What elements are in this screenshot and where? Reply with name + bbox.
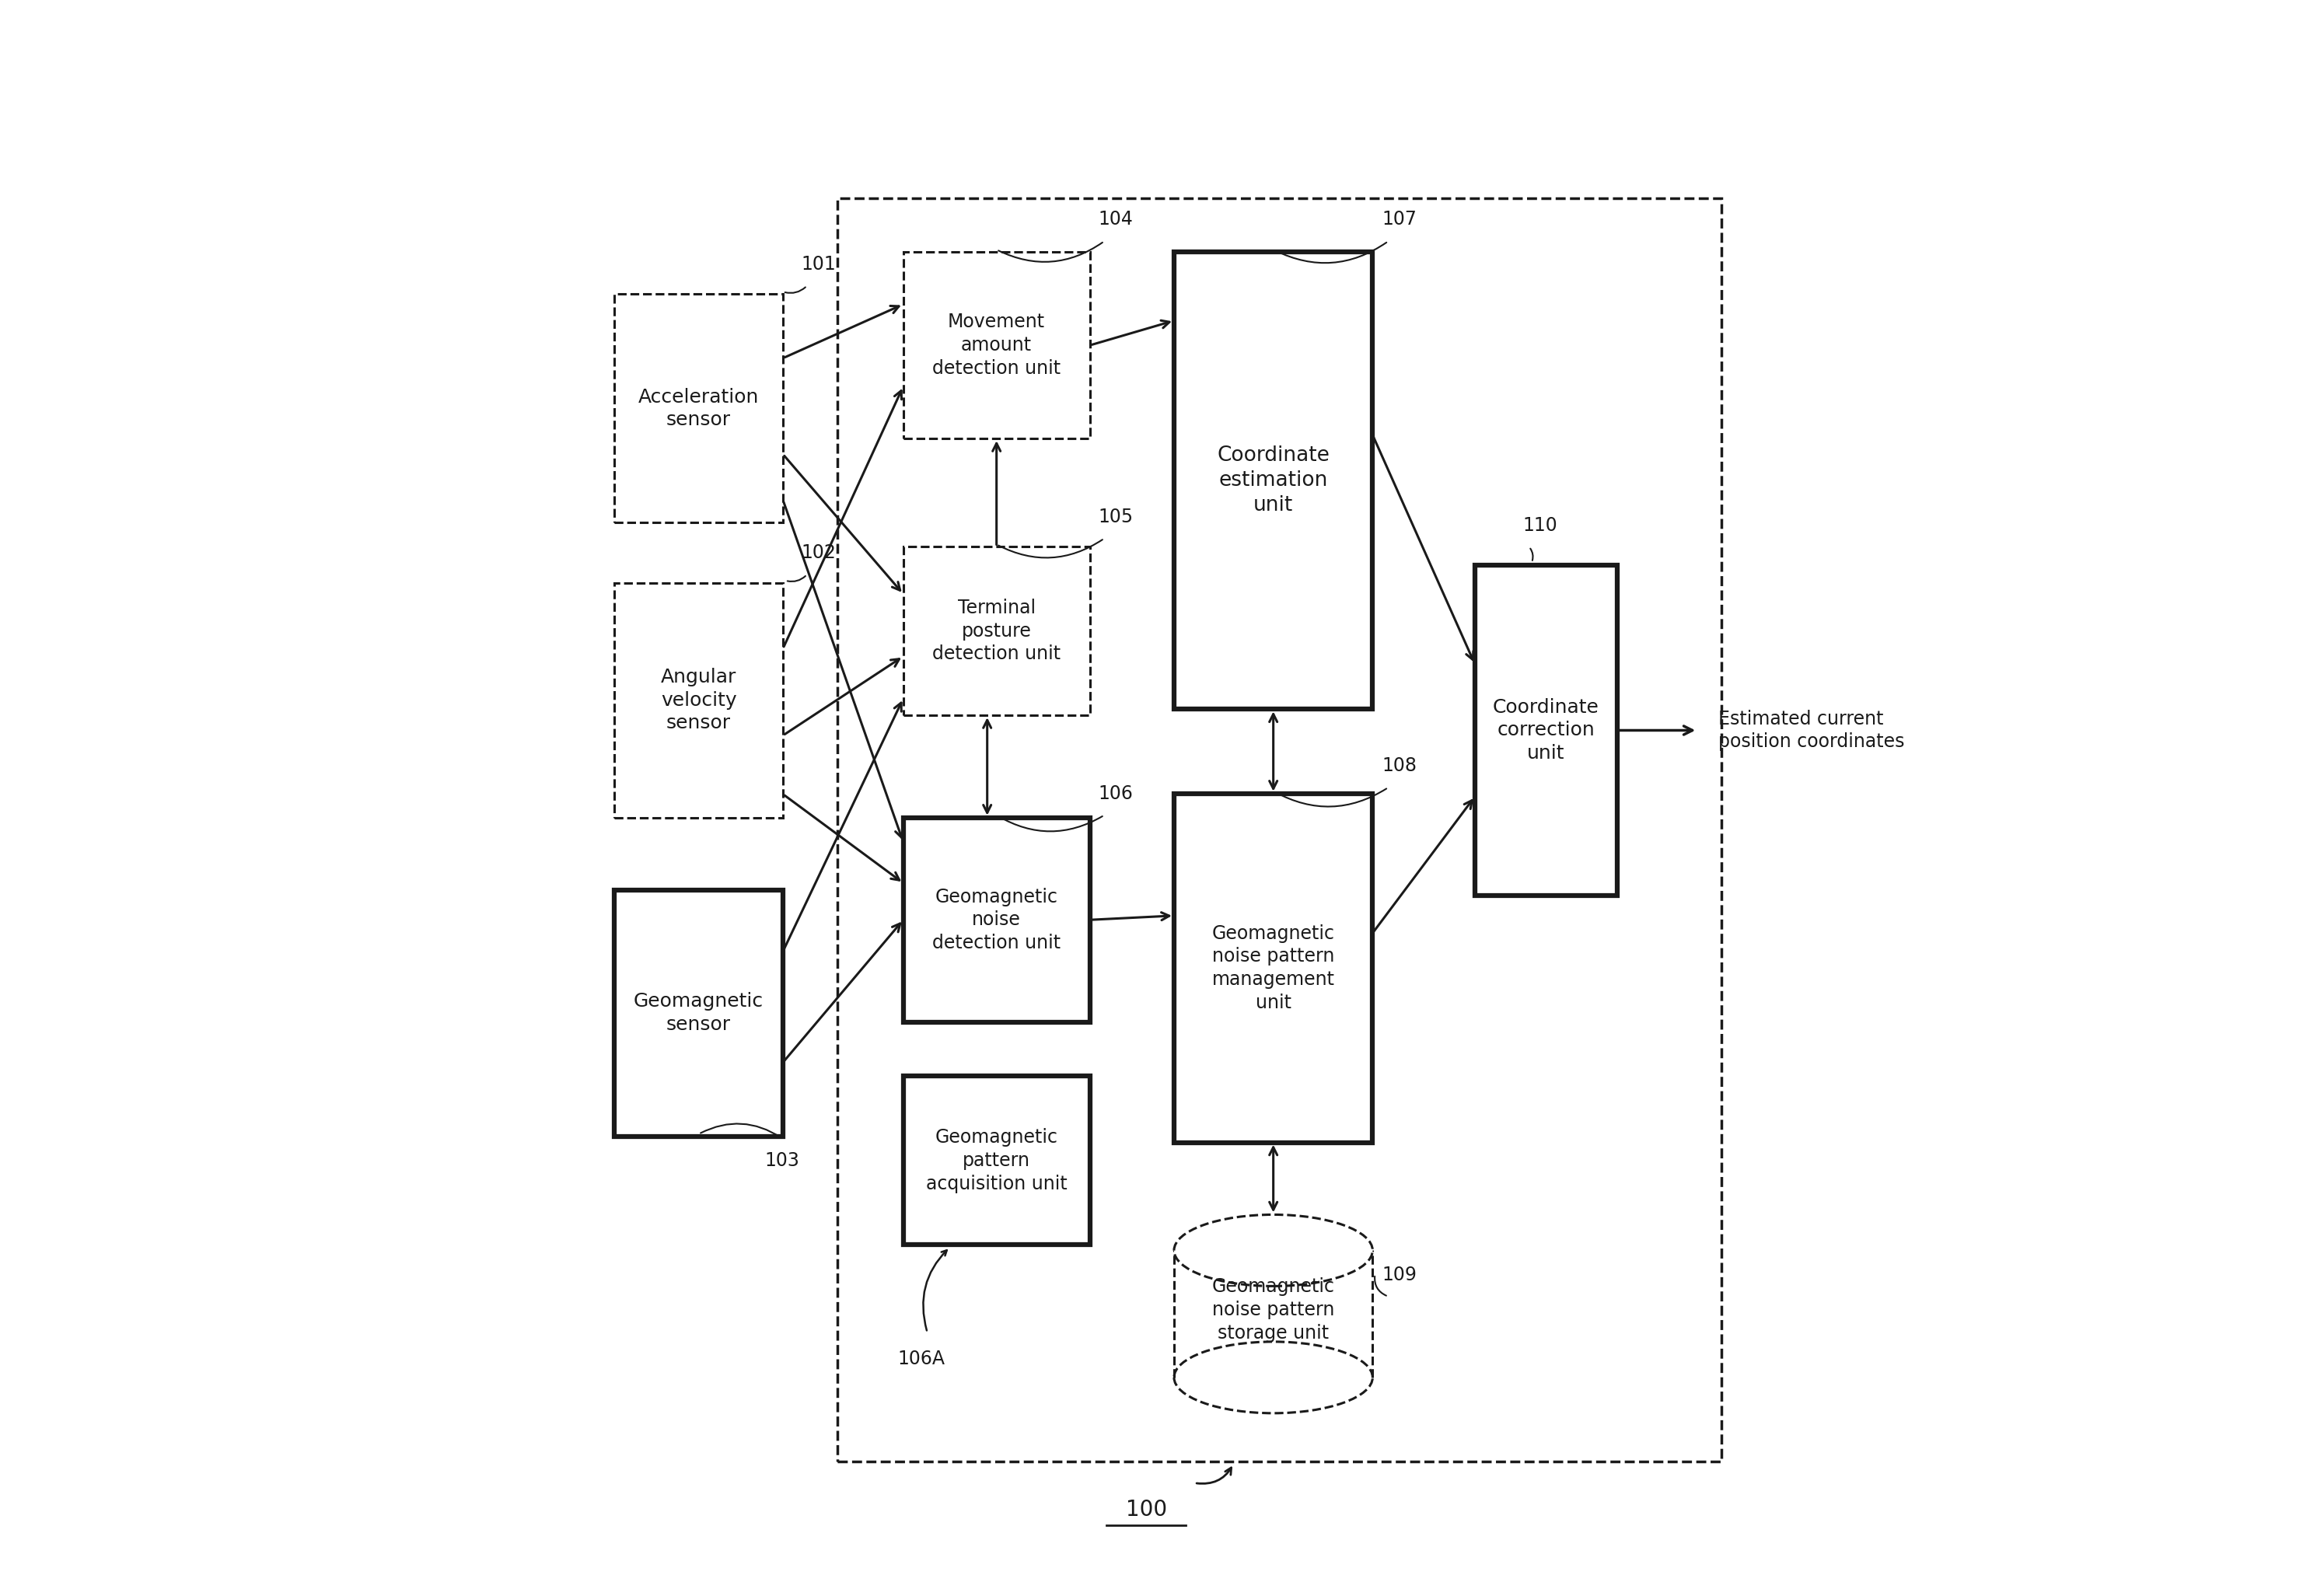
Text: Coordinate
estimation
unit: Coordinate estimation unit [1218, 446, 1329, 515]
Text: Estimated current
position coordinates: Estimated current position coordinates [1717, 709, 1903, 751]
Bar [614, 583, 783, 817]
Bar [837, 198, 1722, 1462]
Text: 102: 102 [802, 543, 837, 562]
Bar [1476, 565, 1618, 896]
Text: 107: 107 [1383, 209, 1418, 228]
Text: Acceleration
sensor: Acceleration sensor [639, 387, 760, 430]
Ellipse shape [1174, 1214, 1373, 1287]
Text: 108: 108 [1383, 756, 1418, 775]
Text: 109: 109 [1383, 1265, 1418, 1284]
Bar [904, 547, 1090, 715]
Bar [614, 890, 783, 1137]
Bar [904, 817, 1090, 1022]
Bar [904, 252, 1090, 438]
Text: 103: 103 [765, 1151, 799, 1170]
Bar [1174, 252, 1373, 709]
Text: 106: 106 [1099, 784, 1134, 803]
Text: Movement
amount
detection unit: Movement amount detection unit [932, 313, 1060, 378]
Text: Geomagnetic
pattern
acquisition unit: Geomagnetic pattern acquisition unit [925, 1128, 1067, 1192]
Text: 106A: 106A [897, 1350, 944, 1369]
Text: Geomagnetic
noise pattern
storage unit: Geomagnetic noise pattern storage unit [1211, 1277, 1334, 1342]
Bar [904, 1076, 1090, 1244]
Text: 105: 105 [1099, 507, 1134, 526]
Text: 104: 104 [1099, 209, 1134, 228]
Text: Terminal
posture
detection unit: Terminal posture detection unit [932, 598, 1060, 663]
Text: 100: 100 [1125, 1498, 1167, 1520]
Bar [614, 295, 783, 523]
Bar [1174, 1251, 1373, 1378]
Text: Coordinate
correction
unit: Coordinate correction unit [1492, 698, 1599, 762]
Text: Geomagnetic
noise pattern
management
unit: Geomagnetic noise pattern management uni… [1211, 925, 1334, 1013]
Text: 101: 101 [802, 255, 837, 274]
Bar [1174, 794, 1373, 1142]
Text: Geomagnetic
noise
detection unit: Geomagnetic noise detection unit [932, 887, 1060, 953]
Text: Angular
velocity
sensor: Angular velocity sensor [660, 668, 737, 732]
Text: 110: 110 [1522, 517, 1557, 534]
Text: Geomagnetic
sensor: Geomagnetic sensor [634, 992, 765, 1033]
